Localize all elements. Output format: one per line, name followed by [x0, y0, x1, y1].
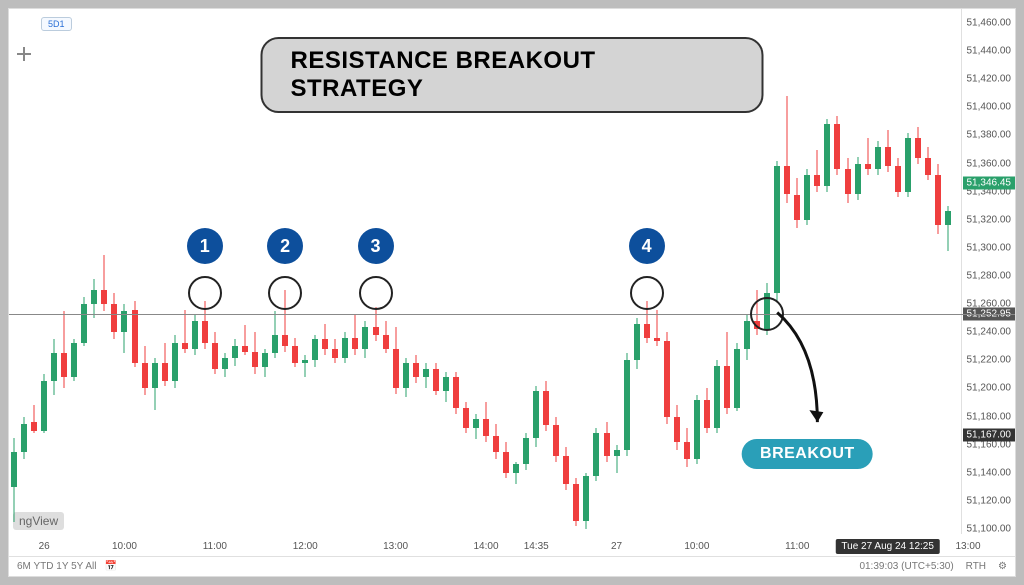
touch-ring — [268, 276, 302, 310]
candle — [81, 9, 87, 534]
candle — [121, 9, 127, 534]
candle — [91, 9, 97, 534]
x-tick: 12:00 — [293, 541, 318, 552]
candle — [232, 9, 238, 534]
y-tick: 51,220.00 — [967, 355, 1012, 366]
y-tick: 51,400.00 — [967, 102, 1012, 113]
y-tick: 51,100.00 — [967, 523, 1012, 534]
y-tick: 51,200.00 — [967, 383, 1012, 394]
candle — [895, 9, 901, 534]
price-tag: 51,167.00 — [963, 428, 1016, 441]
x-tick: 14:35 — [524, 541, 549, 552]
marker-number: 3 — [358, 228, 394, 264]
resistance-line — [9, 314, 1015, 315]
breakout-ring — [750, 297, 784, 331]
candle — [51, 9, 57, 534]
crosshair-icon[interactable] — [17, 47, 31, 61]
touch-ring — [630, 276, 664, 310]
candle — [162, 9, 168, 534]
y-tick: 51,360.00 — [967, 158, 1012, 169]
y-tick: 51,460.00 — [967, 18, 1012, 29]
candle — [925, 9, 931, 534]
x-tick: 14:00 — [473, 541, 498, 552]
y-axis: 51,100.0051,120.0051,140.0051,160.0051,1… — [961, 9, 1015, 534]
strategy-title: RESISTANCE BREAKOUT STRATEGY — [261, 37, 764, 113]
candle — [172, 9, 178, 534]
bottom-bar: 6M YTD 1Y 5Y All 📅 01:39:03 (UTC+5:30) R… — [9, 556, 1015, 576]
y-tick: 51,300.00 — [967, 242, 1012, 253]
range-buttons[interactable]: 6M YTD 1Y 5Y All — [17, 561, 97, 572]
y-tick: 51,180.00 — [967, 411, 1012, 422]
resistance-marker: 2 — [267, 228, 303, 310]
x-tick: 11:00 — [785, 541, 809, 552]
y-tick: 51,280.00 — [967, 271, 1012, 282]
candle — [41, 9, 47, 534]
candle — [101, 9, 107, 534]
candle — [252, 9, 258, 534]
x-tick: 10:00 — [684, 541, 709, 552]
x-tick: 13:00 — [383, 541, 408, 552]
marker-number: 2 — [267, 228, 303, 264]
x-tick: 13:00 — [956, 541, 981, 552]
resistance-marker: 1 — [187, 228, 223, 310]
marker-number: 1 — [187, 228, 223, 264]
candle — [152, 9, 158, 534]
touch-ring — [359, 276, 393, 310]
candle — [935, 9, 941, 534]
candle — [21, 9, 27, 534]
y-tick: 51,420.00 — [967, 74, 1012, 85]
y-tick: 51,320.00 — [967, 214, 1012, 225]
candle — [132, 9, 138, 534]
y-tick: 51,140.00 — [967, 467, 1012, 478]
x-tick: 27 — [611, 541, 622, 552]
chart-frame: 5D1 RESISTANCE BREAKOUT STRATEGY 1234BRE… — [8, 8, 1016, 577]
session-mode[interactable]: RTH — [966, 561, 986, 572]
y-tick: 51,380.00 — [967, 130, 1012, 141]
candle — [31, 9, 37, 534]
touch-ring — [188, 276, 222, 310]
candle — [142, 9, 148, 534]
y-tick: 51,440.00 — [967, 46, 1012, 57]
candle — [71, 9, 77, 534]
candle — [905, 9, 911, 534]
candle — [11, 9, 17, 534]
candle — [242, 9, 248, 534]
time-tooltip: Tue 27 Aug 24 12:25 — [835, 539, 940, 554]
resistance-marker: 3 — [358, 228, 394, 310]
y-tick: 51,120.00 — [967, 495, 1012, 506]
x-axis: 26 10:00 11:00 12:00 13:00 14:00 14:35 27 10:00 1… — [9, 534, 961, 556]
candle — [111, 9, 117, 534]
x-tick: 10:00 — [112, 541, 137, 552]
candle — [61, 9, 67, 534]
settings-icon[interactable]: ⚙ — [998, 561, 1007, 572]
candle — [945, 9, 951, 534]
calendar-icon[interactable]: 📅 — [105, 561, 117, 572]
y-tick: 51,240.00 — [967, 327, 1012, 338]
clock-text: 01:39:03 (UTC+5:30) — [859, 561, 953, 572]
candle — [875, 9, 881, 534]
price-tag: 51,346.45 — [963, 176, 1016, 189]
marker-number: 4 — [629, 228, 665, 264]
breakout-label: BREAKOUT — [742, 439, 873, 469]
x-tick: 11:00 — [203, 541, 227, 552]
x-tick: 26 — [39, 541, 50, 552]
candle — [885, 9, 891, 534]
candle — [915, 9, 921, 534]
resistance-marker: 4 — [629, 228, 665, 310]
